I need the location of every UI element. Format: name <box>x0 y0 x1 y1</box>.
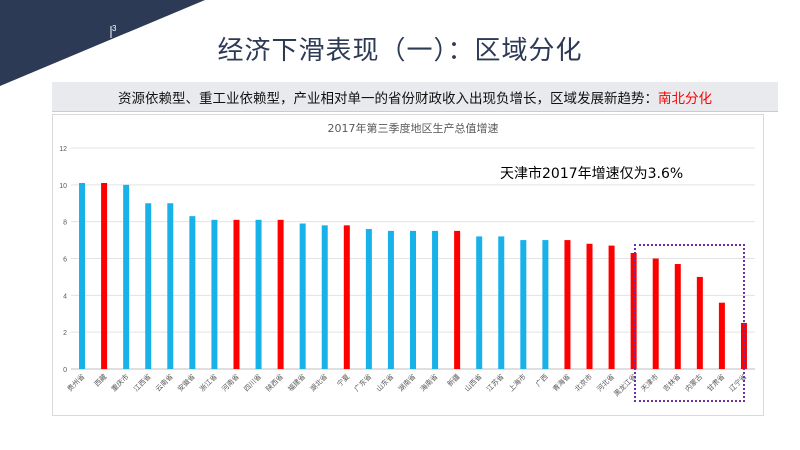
x-tick-label: 福建省 <box>286 372 307 393</box>
banner-text: 资源依赖型、重工业依赖型，产业相对单一的省份财政收入出现负增长，区域发展新趋势： <box>118 90 658 107</box>
summary-banner: 资源依赖型、重工业依赖型，产业相对单一的省份财政收入出现负增长，区域发展新趋势：… <box>52 82 778 112</box>
bar <box>365 229 372 369</box>
bar <box>520 240 527 369</box>
y-tick-label: 6 <box>63 257 67 264</box>
x-tick-label: 广东省 <box>352 372 373 393</box>
x-tick-label: 青海省 <box>551 372 572 393</box>
bar <box>123 184 130 369</box>
x-tick-label: 浙江省 <box>198 372 219 393</box>
bar <box>586 243 593 369</box>
bar <box>233 219 240 369</box>
bar <box>674 264 681 369</box>
bar <box>564 240 571 369</box>
bar <box>652 258 659 369</box>
x-tick-label: 云南省 <box>153 372 174 393</box>
bar <box>432 230 439 369</box>
x-tick-label: 山东省 <box>374 372 395 393</box>
x-tick-label: 西藏 <box>92 372 108 388</box>
banner-highlight: 南北分化 <box>658 90 712 107</box>
bar <box>387 230 394 369</box>
x-tick-label: 贵州省 <box>65 372 86 393</box>
chart-annotation: 天津市2017年增速仅为3.6% <box>500 166 684 182</box>
x-tick-label: 宁夏 <box>335 372 351 388</box>
x-tick-label: 上海市 <box>507 372 528 393</box>
y-tick-label: 10 <box>59 183 67 190</box>
x-tick-label: 新疆 <box>445 372 461 388</box>
bar <box>608 245 615 369</box>
bar <box>718 302 725 369</box>
x-tick-label: 江西省 <box>131 372 152 393</box>
bar <box>211 219 218 369</box>
y-tick-label: 4 <box>63 293 67 300</box>
x-tick-label: 山西省 <box>462 372 483 393</box>
x-tick-label: 北京市 <box>573 372 594 393</box>
bar <box>498 236 505 369</box>
x-tick-label: 河南省 <box>220 372 241 393</box>
x-tick-label: 四川省 <box>242 372 263 393</box>
bar <box>630 252 637 369</box>
y-tick-label: 2 <box>63 330 67 337</box>
bar <box>476 236 483 369</box>
y-tick-label: 12 <box>59 146 67 153</box>
bar <box>454 230 461 369</box>
x-tick-label: 江苏省 <box>484 372 505 393</box>
bar <box>696 276 703 369</box>
x-tick-label: 湖南省 <box>396 372 417 393</box>
bar <box>145 203 152 369</box>
bar <box>343 225 350 369</box>
x-tick-label: 河北省 <box>595 372 616 393</box>
y-tick-label: 0 <box>63 367 67 374</box>
bar <box>299 223 306 369</box>
page-number: 3 <box>112 24 117 33</box>
bar <box>410 230 416 369</box>
bar <box>542 240 549 369</box>
bar <box>167 203 174 369</box>
x-tick-label: 海南省 <box>418 372 439 393</box>
x-tick-label: 安徽省 <box>176 372 197 393</box>
bar <box>101 182 108 369</box>
chart-title: 2017年第三季度地区生产总值增速 <box>328 121 499 135</box>
bar <box>79 182 86 369</box>
x-tick-label: 湖北省 <box>308 372 329 393</box>
bar <box>321 225 328 369</box>
x-tick-label: 广西 <box>534 372 550 388</box>
highlight-box <box>634 244 745 402</box>
y-tick-label: 8 <box>63 220 67 227</box>
bar <box>277 219 284 369</box>
chart-frame: 2017年第三季度地区生产总值增速 0 2 4 6 8 10 12 贵州省 西藏 重庆市 江西省 云南省… <box>52 114 764 416</box>
bar-chart: 2017年第三季度地区生产总值增速 0 2 4 6 8 10 12 贵州省 西藏 重庆市 江西省 云南省… <box>59 121 755 398</box>
x-tick-label: 重庆市 <box>109 372 130 393</box>
x-tick-label: 陕西省 <box>264 372 285 393</box>
page-title: 经济下滑表现（一）：区域分化 <box>217 36 583 66</box>
bar <box>255 219 262 369</box>
bar <box>189 216 196 369</box>
